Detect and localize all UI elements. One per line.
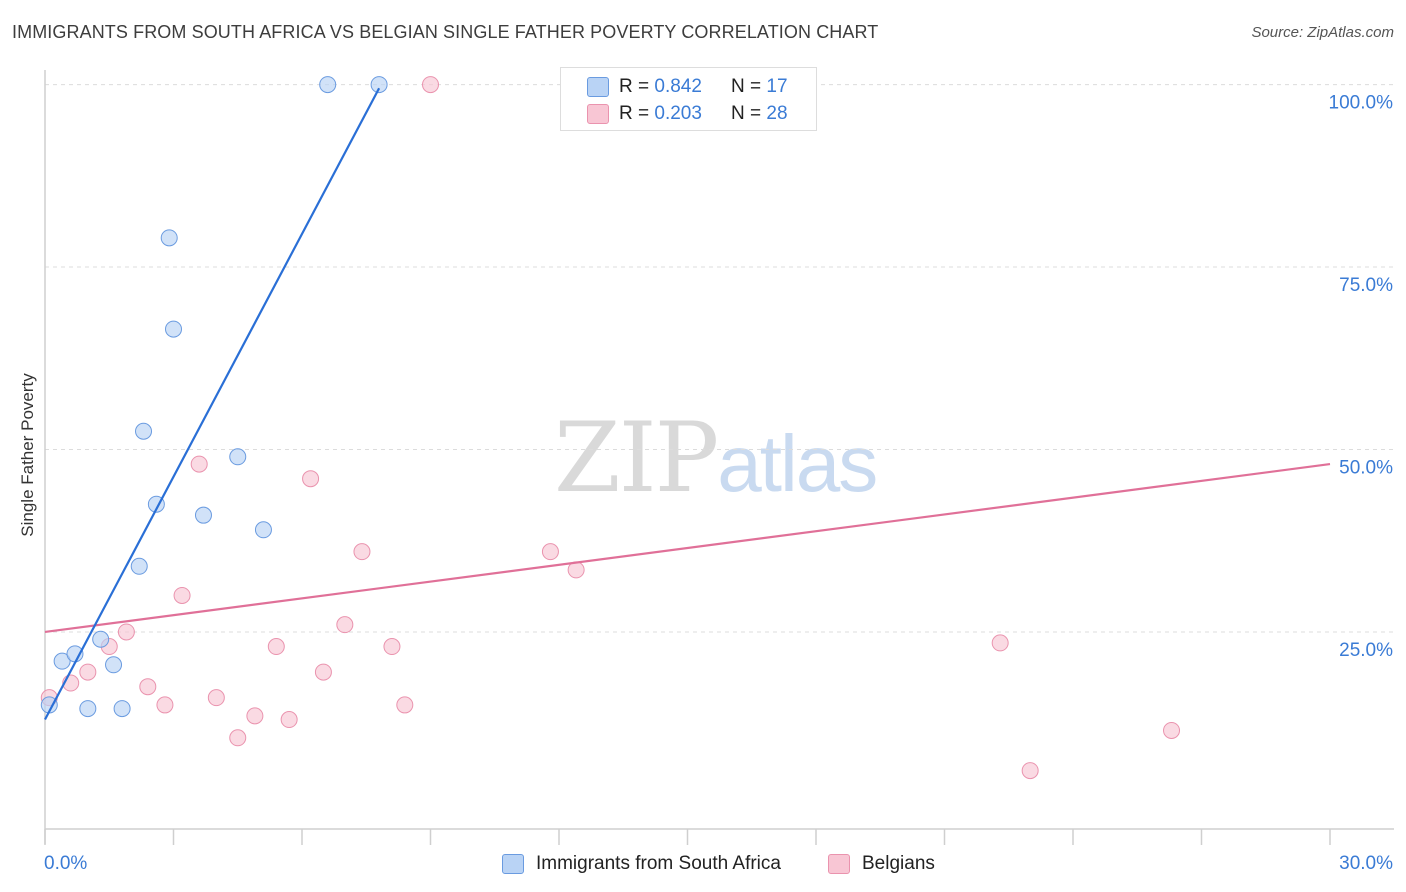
pink-point-15 [314,663,332,681]
blue-point-14 [254,521,272,539]
x-tick-label-0: 0.0% [44,853,87,874]
pink-point-4 [117,623,135,641]
blue-point-6 [113,700,131,718]
pink-point-14 [302,470,320,488]
y-tick-label-0: 25.0% [1339,640,1393,661]
bottom-legend-swatch-pink [828,854,850,874]
correlation-legend: R = 0.842 N = 17 R = 0.203 N = 28 [560,67,817,131]
pink-point-25 [991,634,1009,652]
legend-r-text-blue: R = 0.842 [619,76,702,98]
blue-point-13 [229,448,247,466]
pink-point-9 [207,689,225,707]
x-tick-label-1: 30.0% [1339,853,1393,874]
watermark: ZIPatlas [554,402,878,514]
legend-n-value-pink: 28 [766,103,788,124]
pink-trend-line [44,463,1331,634]
pink-point-6 [156,696,174,714]
pink-point-19 [396,696,414,714]
chart-title: IMMIGRANTS FROM SOUTH AFRICA VS BELGIAN … [12,22,879,42]
bottom-legend-label-pink: Belgians [862,853,935,874]
pink-point-17 [353,543,371,561]
pink-point-27 [1163,721,1181,739]
pink-point-26 [1021,762,1039,780]
pink-point-13 [280,711,298,729]
legend-r-value-pink: 0.203 [654,103,702,124]
legend-n-label-blue: N = [731,76,762,97]
pink-point-8 [190,455,208,473]
legend-n-value-blue: 17 [766,76,788,97]
legend-n-text-blue: N = 17 [731,76,788,98]
blue-point-16 [370,76,388,94]
legend-n-text-pink: N = 28 [731,103,788,125]
bottom-legend-belgians: Belgians [828,852,935,876]
blue-point-1 [53,652,71,670]
blue-point-11 [165,320,182,338]
blue-point-5 [105,656,123,674]
y-tick-label-3: 100.0% [1329,93,1394,114]
pink-point-7 [173,586,191,604]
source-label: Source: ZipAtlas.com [1251,24,1394,41]
legend-swatch-pink [587,104,609,124]
watermark-atlas: atlas [717,419,878,508]
pink-point-16 [336,616,354,634]
blue-point-3 [79,700,97,718]
pink-point-20 [422,76,439,94]
pink-point-11 [246,707,264,725]
blue-point-10 [160,229,178,247]
y-tick-label-2: 75.0% [1339,275,1393,296]
legend-r-label-pink: R = [619,103,650,124]
blue-point-15 [319,76,337,94]
legend-n-label-pink: N = [731,103,762,124]
legend-r-text-pink: R = 0.203 [619,103,702,125]
watermark-zip: ZIP [554,402,719,514]
blue-point-4 [92,630,110,648]
legend-swatch-blue [587,77,609,97]
blue-trend-line [44,87,381,721]
pink-point-10 [229,729,247,747]
legend-r-label-blue: R = [619,76,650,97]
bottom-legend-swatch-blue [502,854,524,874]
y-tick-label-1: 50.0% [1339,458,1393,479]
bottom-legend-south-africa: Immigrants from South Africa [502,852,781,876]
blue-point-7 [130,557,148,575]
pink-point-12 [267,638,285,656]
pink-point-18 [383,638,401,656]
blue-point-12 [194,506,212,524]
pink-point-5 [139,678,157,696]
blue-point-8 [135,422,153,440]
legend-r-value-blue: 0.842 [654,76,702,97]
y-axis-label: Single Father Poverty [18,373,37,537]
bottom-legend-label-blue: Immigrants from South Africa [536,853,781,874]
pink-point-23 [541,543,559,561]
pink-point-2 [79,663,97,681]
